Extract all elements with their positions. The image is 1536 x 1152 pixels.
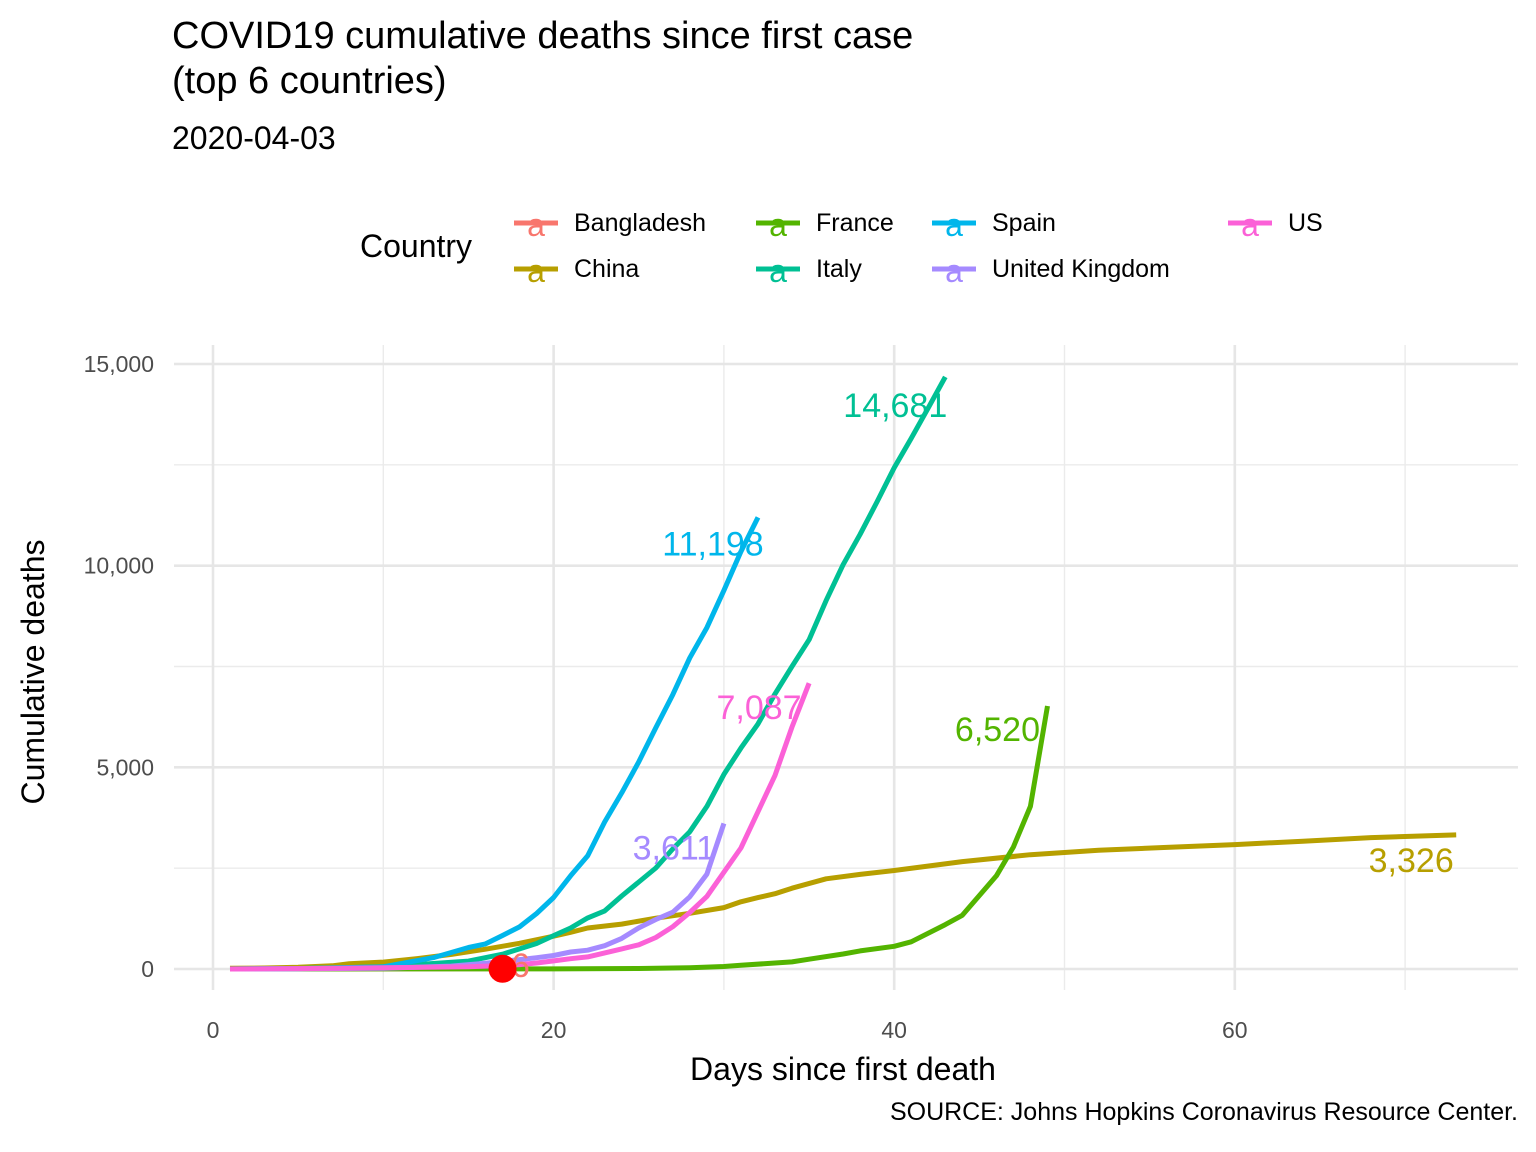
y-tick-label: 15,000 [84,351,154,377]
legend-label: Italy [816,255,862,283]
x-axis-title: Days since first death [690,1051,996,1087]
x-tick-label: 0 [207,1017,220,1043]
x-tick-label: 20 [541,1017,567,1043]
legend-label: Bangladesh [574,209,707,237]
svg-text:a: a [945,253,963,286]
y-tick-label: 5,000 [96,754,154,780]
highlight-layer [488,954,517,983]
y-tick-label: 10,000 [84,553,154,579]
series-lines [229,375,1457,972]
grid-major [174,345,1518,990]
svg-text:a: a [527,253,545,286]
legend-title: Country [360,228,473,264]
svg-text:a: a [1241,207,1259,240]
svg-text:a: a [945,207,963,240]
end-label-france: 6,520 [955,711,1040,749]
legend-key-icon: a [932,253,976,286]
end-label-us: 7,087 [717,689,802,727]
series-line-france [229,705,1050,972]
end-label-united-kingdom: 3,611 [633,829,716,867]
grid-minor [174,345,1518,990]
end-labels: 6 3,326 6,520 14,681 11,198 3,611 7,087 [511,387,1454,985]
legend-label: United Kingdom [992,255,1170,283]
chart-title: COVID19 cumulative deaths since first ca… [172,14,913,104]
chart-title-line-2: (top 6 countries) [172,60,447,102]
series-line-china [229,832,1457,971]
legend-key-icon: a [756,253,800,286]
series-line-spain [229,516,761,972]
legend-key-icon: a [1228,207,1272,240]
end-label-italy: 14,681 [843,387,947,425]
y-axis-title: Cumulative deaths [15,539,51,804]
legend-label: China [574,255,640,283]
legend-label: US [1288,209,1323,237]
legend-key-icon: a [756,207,800,240]
end-label-china: 3,326 [1369,842,1454,880]
end-label-bangladesh: 6 [511,947,530,985]
svg-text:a: a [527,207,545,240]
series-line-italy [229,375,948,972]
end-label-spain: 11,198 [662,525,763,563]
legend-key-icon: a [514,207,558,240]
legend-key-icon: a [514,253,558,286]
chart-subtitle: 2020-04-03 [172,120,336,156]
legend-label: Spain [992,209,1056,237]
highlight-point [488,954,517,983]
y-tick-label: 0 [141,956,154,982]
svg-text:a: a [769,253,787,286]
tick-labels: 0 20 40 60 0 5,000 10,000 15,000 [84,351,1248,1043]
x-tick-label: 40 [881,1017,907,1043]
x-tick-label: 60 [1222,1017,1248,1043]
source-caption: SOURCE: Johns Hopkins Coronavirus Resour… [889,1098,1518,1126]
chart-title-line-1: COVID19 cumulative deaths since first ca… [172,15,914,57]
legend-key-icon: a [932,207,976,240]
legend-label: France [816,209,894,237]
svg-text:a: a [769,207,787,240]
